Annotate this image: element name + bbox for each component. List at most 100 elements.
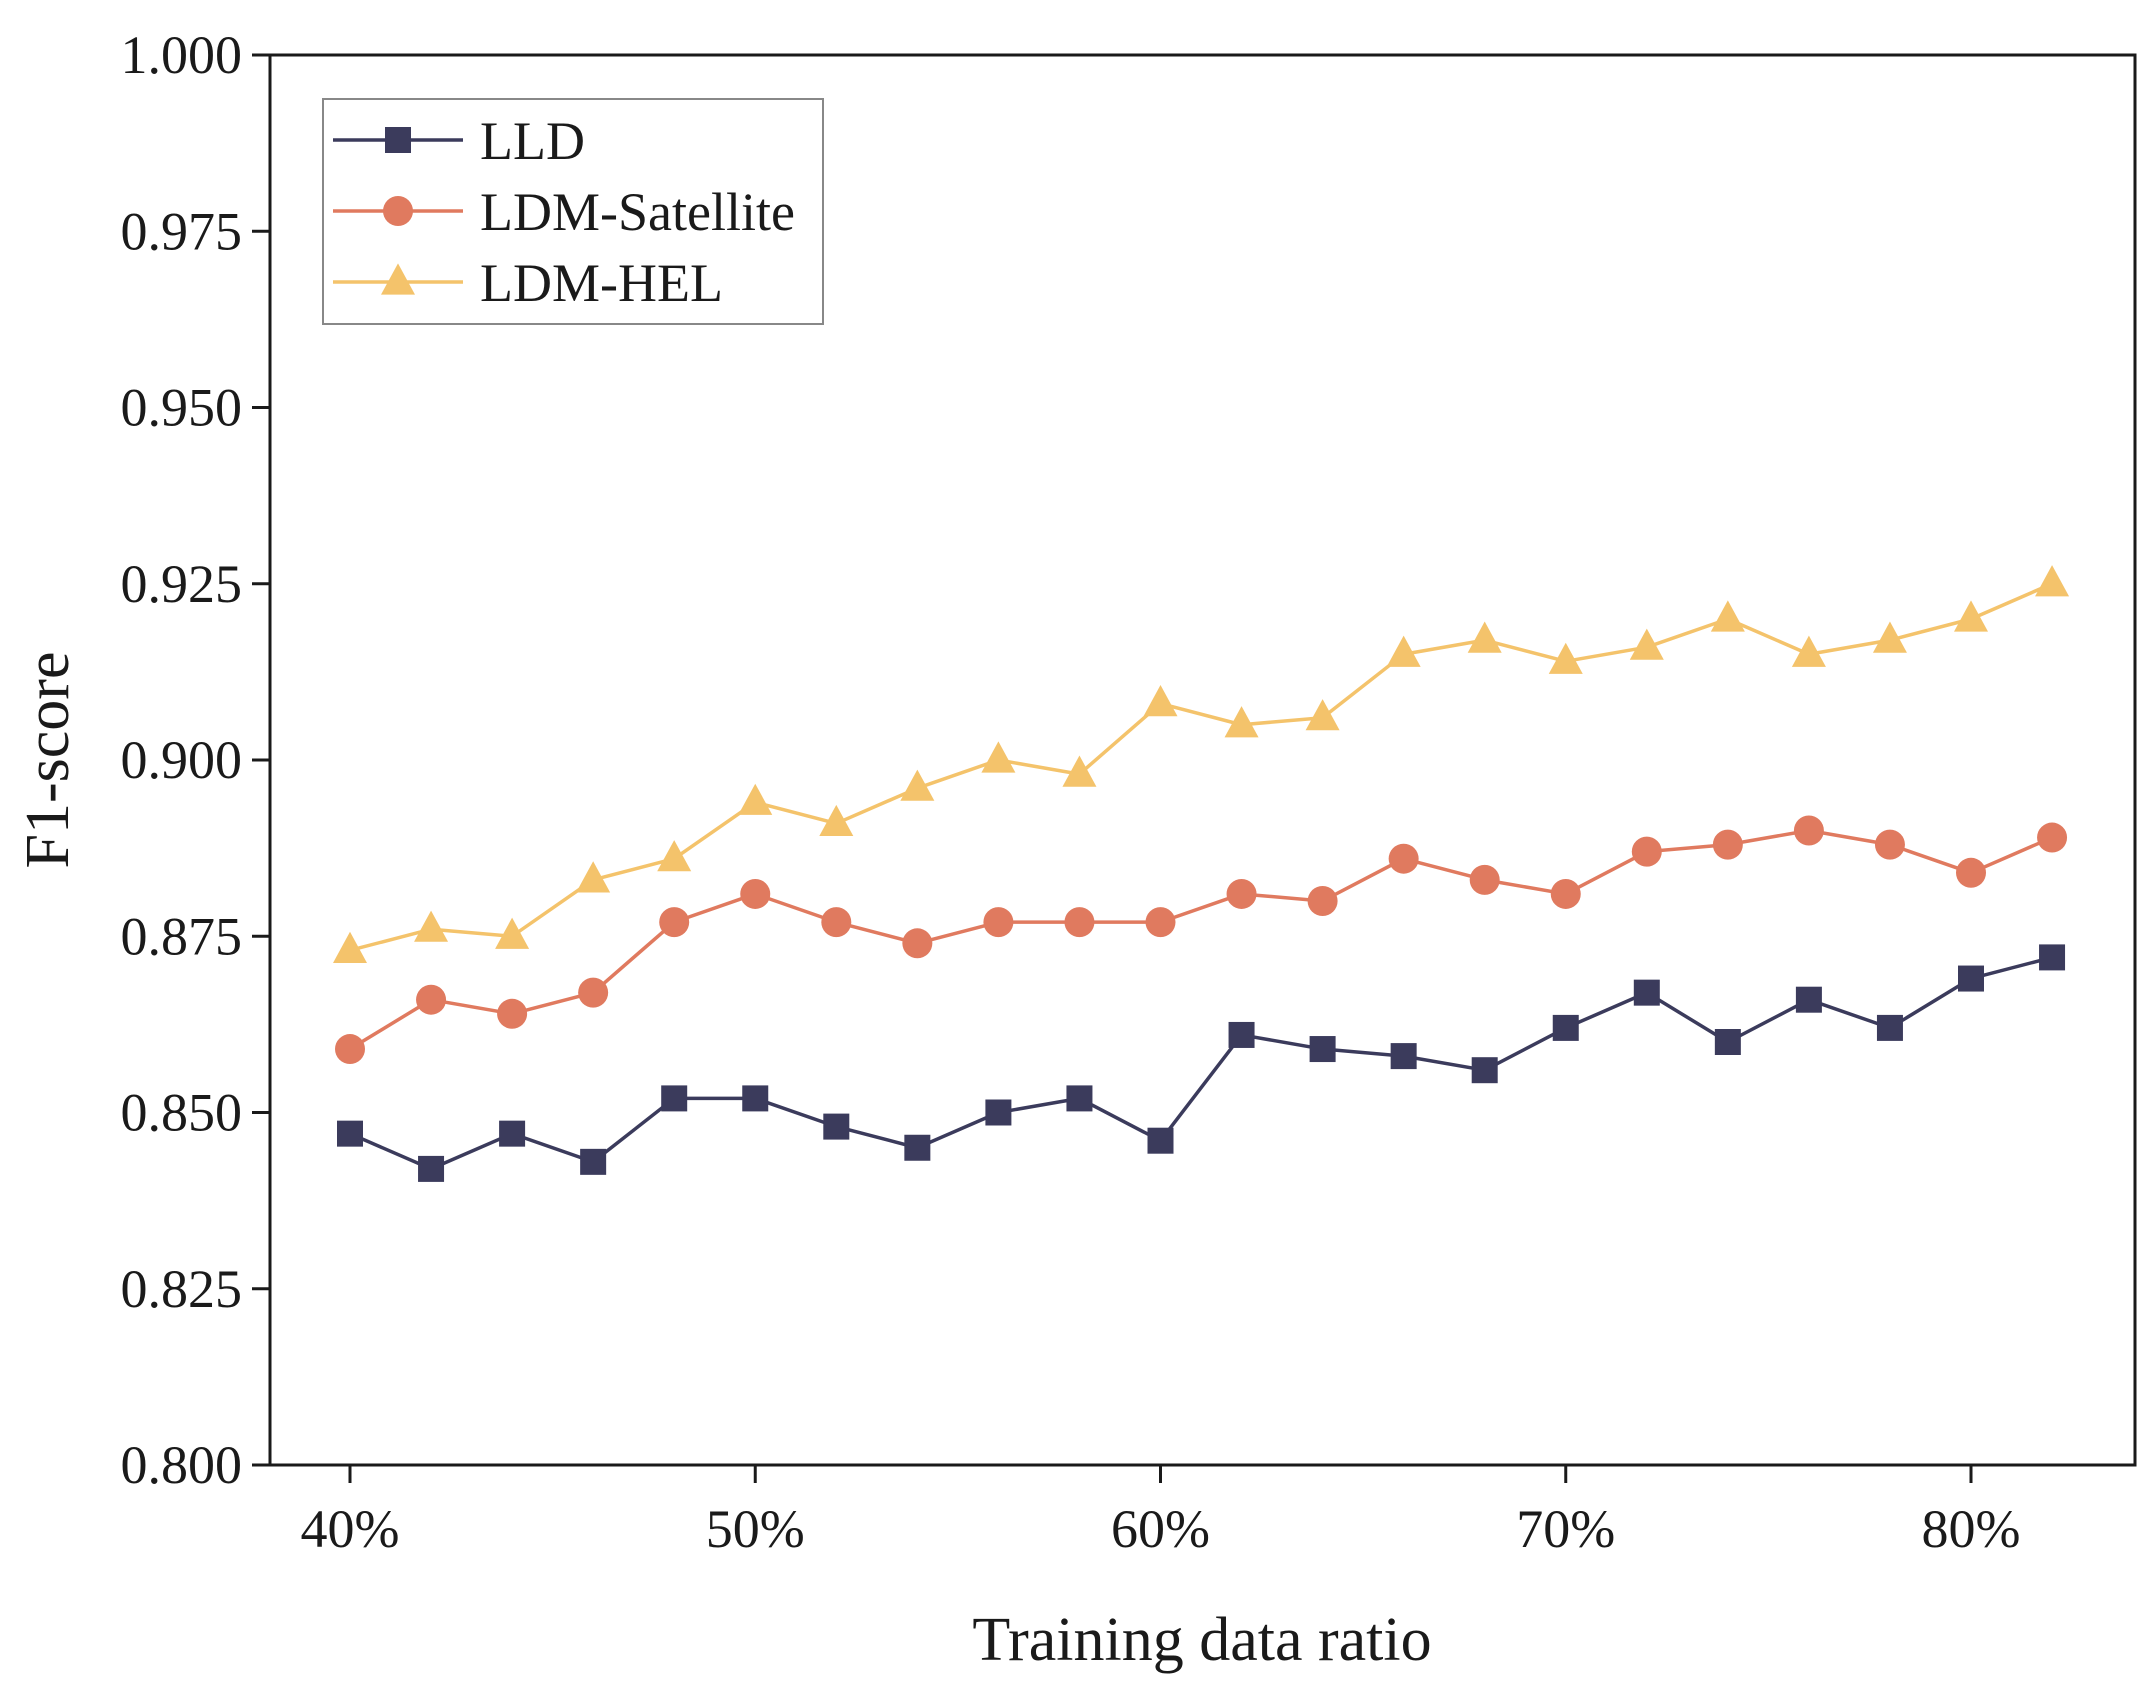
data-point-lld: [1066, 1085, 1093, 1112]
data-point-ldm-hel: [2035, 565, 2070, 597]
series-lld: [337, 944, 2066, 1182]
y-tick-label: 0.975: [121, 201, 243, 261]
data-point-lld: [742, 1085, 769, 1112]
data-point-ldm-hel: [657, 840, 692, 872]
data-point-lld: [1228, 1021, 1255, 1048]
x-tick-label: 70%: [1516, 1499, 1615, 1559]
data-point-ldm-hel: [1548, 642, 1583, 674]
y-tick-label: 1.000: [121, 25, 243, 85]
data-point-ldm-satellite: [1712, 829, 1743, 860]
data-point-lld: [337, 1120, 363, 1147]
legend-entry-ldm-hel: LDM-HEL: [333, 253, 723, 313]
y-axis-ticks: 0.800 0.825 0.850 0.875 0.900 0.925 0.950 0.975…: [121, 25, 270, 1495]
data-point-ldm-hel: [738, 783, 773, 815]
legend-entry-lld: LLD: [333, 111, 585, 171]
data-point-ldm-satellite: [1874, 829, 1905, 860]
data-point-lld: [1795, 986, 1822, 1013]
data-point-lld: [1309, 1036, 1336, 1063]
data-point-ldm-satellite: [821, 907, 852, 938]
data-point-ldm-satellite: [2037, 822, 2068, 853]
series-line-ldm-satellite: [349, 828, 2053, 1051]
data-point-ldm-hel: [495, 917, 530, 949]
data-point-lld: [661, 1085, 688, 1112]
y-tick-label: 0.925: [121, 554, 243, 614]
data-point-ldm-satellite: [1956, 857, 1986, 888]
y-tick-label: 0.950: [121, 378, 243, 438]
data-point-ldm-hel: [1629, 628, 1664, 660]
data-point-ldm-hel: [1872, 621, 1907, 653]
data-point-ldm-satellite: [1145, 907, 1176, 938]
data-point-ldm-satellite: [659, 907, 690, 938]
y-axis-title: F1-score: [14, 652, 82, 869]
x-tick-label: 50%: [706, 1499, 805, 1559]
data-point-lld: [1147, 1127, 1174, 1154]
data-point-lld: [1471, 1057, 1498, 1084]
data-point-ldm-hel: [1062, 755, 1097, 787]
series-line-lld: [349, 955, 2053, 1171]
data-point-ldm-satellite: [1226, 878, 1257, 909]
series-ldm-satellite: [335, 815, 2068, 1065]
data-point-ldm-satellite: [1793, 815, 1824, 846]
data-point-ldm-hel: [1386, 635, 1421, 667]
data-point-ldm-hel: [1305, 699, 1340, 731]
x-tick-label: 60%: [1111, 1499, 1210, 1559]
data-point-lld: [2039, 944, 2066, 971]
data-point-ldm-satellite: [1388, 843, 1419, 874]
data-point-lld: [1633, 979, 1660, 1006]
data-point-ldm-hel: [819, 804, 854, 837]
data-point-ldm-satellite: [1307, 886, 1338, 916]
data-point-lld: [1552, 1014, 1579, 1041]
data-point-ldm-hel: [900, 769, 935, 801]
data-point-ldm-satellite: [578, 977, 609, 1008]
data-point-ldm-hel: [981, 741, 1016, 773]
series-line-ldm-hel: [349, 582, 2053, 953]
data-point-lld: [985, 1099, 1012, 1126]
legend-label-lld: LLD: [480, 111, 585, 171]
data-point-lld: [1876, 1014, 1903, 1041]
x-axis-ticks: 40% 50% 60% 70% 80%: [301, 1465, 2021, 1559]
data-point-lld: [418, 1155, 445, 1182]
legend-marker-ldm-hel: [381, 263, 415, 295]
x-tick-label: 80%: [1922, 1499, 2021, 1559]
data-point-lld: [1958, 965, 1984, 992]
data-point-ldm-satellite: [740, 878, 771, 909]
data-point-ldm-hel: [414, 910, 449, 942]
y-tick-label: 0.900: [121, 730, 243, 790]
data-point-ldm-hel: [1710, 600, 1745, 632]
data-point-lld: [823, 1113, 850, 1140]
data-point-lld: [580, 1148, 607, 1175]
data-point-ldm-hel: [1954, 600, 1988, 632]
data-point-ldm-hel: [333, 931, 367, 963]
data-point-lld: [499, 1120, 526, 1147]
x-axis-title: Training data ratio: [972, 1606, 1431, 1674]
legend-marker-lld: [385, 127, 411, 153]
data-point-ldm-satellite: [335, 1034, 365, 1065]
y-tick-label: 0.850: [121, 1083, 243, 1143]
data-point-ldm-satellite: [416, 984, 447, 1015]
legend-marker-ldm-satellite: [383, 196, 413, 226]
data-point-ldm-satellite: [497, 998, 528, 1029]
data-point-lld: [904, 1134, 931, 1161]
data-point-ldm-satellite: [1550, 878, 1581, 909]
legend-label-ldm-satellite: LDM-Satellite: [480, 182, 795, 242]
data-point-ldm-satellite: [1064, 907, 1095, 938]
data-point-ldm-satellite: [1631, 836, 1662, 867]
x-tick-label: 40%: [301, 1499, 400, 1559]
series-ldm-hel: [333, 565, 2070, 963]
series-layer: [333, 565, 2070, 1182]
data-point-ldm-hel: [576, 861, 611, 893]
data-point-ldm-satellite: [983, 907, 1014, 938]
y-tick-label: 0.875: [121, 906, 243, 966]
plot-area-frame: [268, 53, 2137, 1467]
data-point-ldm-satellite: [1469, 864, 1500, 895]
data-point-ldm-hel: [1143, 685, 1178, 717]
data-point-lld: [1390, 1043, 1417, 1070]
legend: LLD LDM-Satellite LDM-HEL: [322, 98, 824, 325]
data-point-ldm-hel: [1791, 635, 1826, 667]
data-point-lld: [1714, 1029, 1741, 1055]
legend-entry-ldm-satellite: LDM-Satellite: [333, 182, 795, 242]
data-point-ldm-satellite: [902, 928, 933, 959]
legend-label-ldm-hel: LDM-HEL: [480, 253, 723, 313]
